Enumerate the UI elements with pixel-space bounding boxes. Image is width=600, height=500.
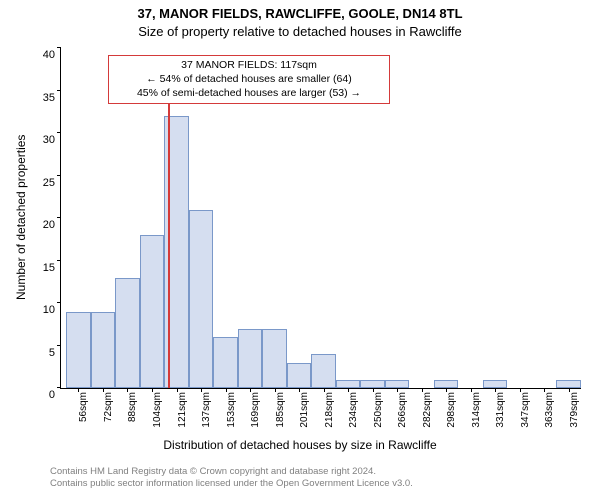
x-tick-mark <box>103 388 104 392</box>
x-tick-label: 185sqm <box>275 388 286 428</box>
x-tick-mark <box>226 388 227 392</box>
attribution: Contains HM Land Registry data © Crown c… <box>50 466 413 491</box>
x-tick-mark <box>201 388 202 392</box>
x-tick-mark <box>152 388 153 392</box>
y-tick-label: 30 <box>43 134 61 146</box>
callout-line-3: 45% of semi-detached houses are larger (… <box>115 86 383 100</box>
y-tick-mark <box>57 175 61 176</box>
x-tick-label: 218sqm <box>324 388 335 428</box>
x-tick-label: 201sqm <box>299 388 310 428</box>
marker-line <box>168 91 170 389</box>
x-tick-label: 88sqm <box>127 388 138 422</box>
y-tick-mark <box>57 90 61 91</box>
y-tick-mark <box>57 387 61 388</box>
y-tick-mark <box>57 132 61 133</box>
y-tick-label: 40 <box>43 49 61 61</box>
x-tick-label: 266sqm <box>397 388 408 428</box>
x-tick-label: 363sqm <box>544 388 555 428</box>
x-tick-mark <box>250 388 251 392</box>
histogram-bar <box>213 337 238 388</box>
histogram-bar <box>189 210 214 389</box>
x-tick-mark <box>446 388 447 392</box>
y-tick-label: 15 <box>43 262 61 274</box>
x-tick-label: 379sqm <box>569 388 580 428</box>
x-tick-mark <box>348 388 349 392</box>
histogram-bar <box>336 380 361 389</box>
x-tick-mark <box>324 388 325 392</box>
y-tick-label: 25 <box>43 177 61 189</box>
x-tick-label: 104sqm <box>152 388 163 428</box>
histogram-bar <box>66 312 91 389</box>
x-tick-label: 121sqm <box>177 388 188 428</box>
histogram-bar <box>311 354 336 388</box>
attribution-line-2: Contains public sector information licen… <box>50 478 413 490</box>
x-tick-label: 169sqm <box>250 388 261 428</box>
callout-line-2: ← 54% of detached houses are smaller (64… <box>115 72 383 86</box>
x-tick-mark <box>127 388 128 392</box>
histogram-bar <box>556 380 581 389</box>
x-tick-label: 314sqm <box>471 388 482 428</box>
y-tick-mark <box>57 217 61 218</box>
histogram-bar <box>115 278 140 389</box>
attribution-line-1: Contains HM Land Registry data © Crown c… <box>50 466 413 478</box>
x-tick-mark <box>299 388 300 392</box>
histogram-bar <box>262 329 287 389</box>
y-tick-label: 35 <box>43 92 61 104</box>
x-tick-label: 153sqm <box>226 388 237 428</box>
histogram-bar <box>360 380 385 389</box>
y-tick-mark <box>57 47 61 48</box>
x-tick-label: 234sqm <box>348 388 359 428</box>
chart-title: 37, MANOR FIELDS, RAWCLIFFE, GOOLE, DN14… <box>0 6 600 21</box>
x-tick-label: 282sqm <box>422 388 433 428</box>
x-tick-mark <box>397 388 398 392</box>
x-tick-mark <box>495 388 496 392</box>
histogram-bar <box>287 363 312 389</box>
x-tick-mark <box>177 388 178 392</box>
histogram-bar <box>91 312 116 389</box>
x-tick-mark <box>544 388 545 392</box>
histogram-bar <box>434 380 459 389</box>
histogram-bar <box>140 235 165 388</box>
x-tick-label: 331sqm <box>495 388 506 428</box>
x-tick-label: 347sqm <box>520 388 531 428</box>
x-tick-mark <box>78 388 79 392</box>
x-tick-mark <box>471 388 472 392</box>
y-tick-mark <box>57 345 61 346</box>
x-tick-label: 298sqm <box>446 388 457 428</box>
y-tick-mark <box>57 302 61 303</box>
y-tick-mark <box>57 260 61 261</box>
x-tick-label: 250sqm <box>373 388 384 428</box>
y-tick-label: 5 <box>49 347 61 359</box>
callout-box: 37 MANOR FIELDS: 117sqm ← 54% of detache… <box>108 55 390 104</box>
y-axis-label: Number of detached properties <box>14 135 28 300</box>
x-tick-mark <box>422 388 423 392</box>
x-tick-mark <box>373 388 374 392</box>
x-tick-label: 72sqm <box>103 388 114 422</box>
chart-subtitle: Size of property relative to detached ho… <box>0 24 600 39</box>
x-tick-mark <box>569 388 570 392</box>
y-tick-label: 0 <box>49 389 61 401</box>
x-tick-label: 56sqm <box>78 388 89 422</box>
histogram-bar <box>385 380 410 389</box>
histogram-bar <box>483 380 508 389</box>
x-tick-label: 137sqm <box>201 388 212 428</box>
callout-line-1: 37 MANOR FIELDS: 117sqm <box>115 58 383 72</box>
x-tick-mark <box>275 388 276 392</box>
x-tick-mark <box>520 388 521 392</box>
histogram-bar <box>238 329 263 389</box>
x-axis-label: Distribution of detached houses by size … <box>0 438 600 452</box>
y-tick-label: 10 <box>43 304 61 316</box>
y-tick-label: 20 <box>43 219 61 231</box>
